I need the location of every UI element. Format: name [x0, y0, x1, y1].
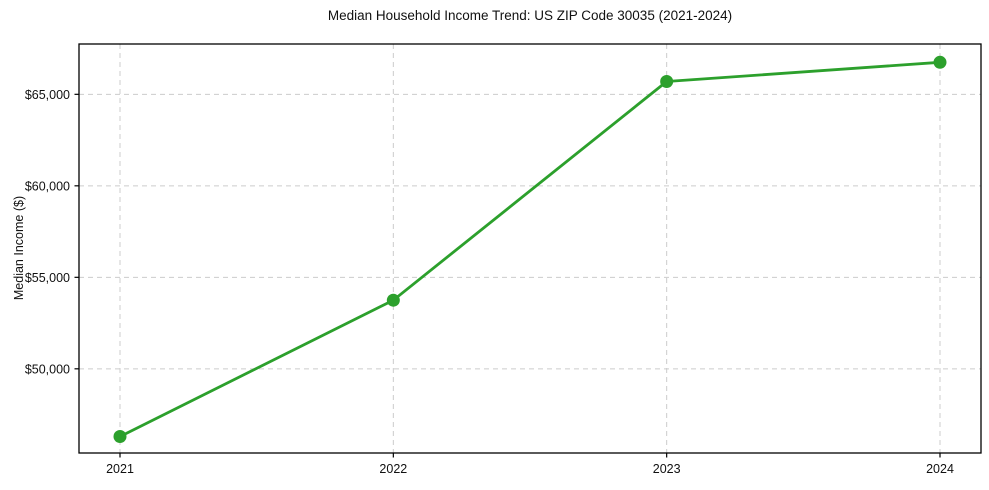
data-point-2024: [933, 55, 947, 69]
y-tick-label: $65,000: [25, 88, 70, 102]
x-tick-label: 2021: [106, 462, 134, 476]
income-trend-line: [118, 60, 942, 438]
plot-border: [78, 43, 982, 454]
y-tick-label: $60,000: [25, 179, 70, 193]
data-point-2022: [386, 293, 400, 307]
y-tick-label: $55,000: [25, 271, 70, 285]
x-tick-label: 2024: [926, 462, 954, 476]
x-tick-label: 2023: [653, 462, 681, 476]
chart-title: Median Household Income Trend: US ZIP Co…: [327, 8, 733, 23]
x-tick-label: 2022: [379, 462, 407, 476]
y-tick-label: $50,000: [25, 362, 70, 376]
data-point-2023: [660, 75, 674, 89]
data-point-2021: [113, 430, 127, 444]
